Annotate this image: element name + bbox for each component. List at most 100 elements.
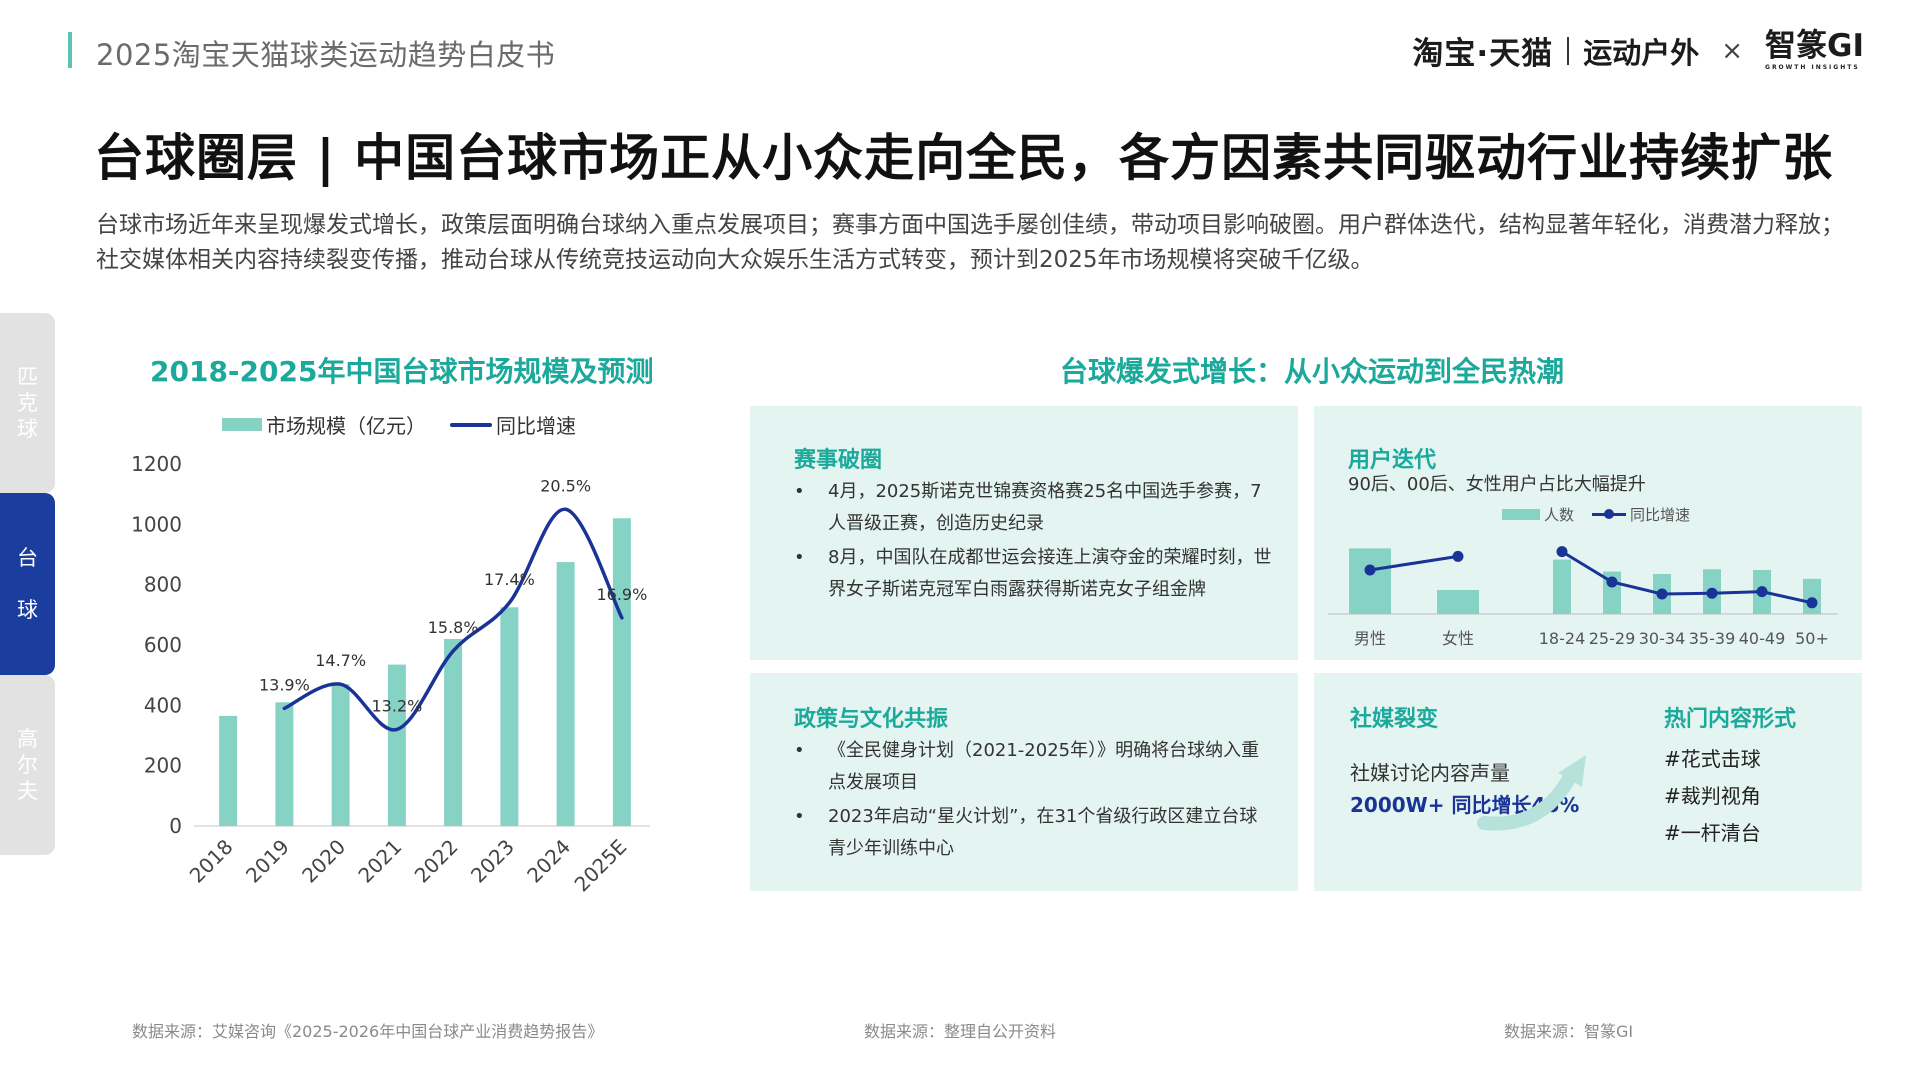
side-tab-golf[interactable]: 高 尔 夫: [0, 675, 55, 855]
x-tick-label: 2021: [353, 835, 406, 888]
user-growth-point: [1364, 564, 1376, 576]
hot-tag: #花式击球: [1664, 747, 1761, 771]
user-growth-point: [1606, 576, 1618, 588]
y-tick-label: 200: [144, 754, 182, 778]
hot-content-title: 热门内容形式: [1664, 707, 1797, 732]
data-label-growth: 13.2%: [371, 696, 422, 715]
user-growth-line: [1369, 554, 1459, 572]
side-tab-char: 台: [17, 546, 38, 570]
x-tick-label: 女性: [1442, 629, 1474, 648]
social-panel-title: 社媒裂变: [1350, 707, 1439, 732]
legend-bar-label: 人数: [1544, 506, 1575, 524]
report-title: 2025淘宝天猫球类运动趋势白皮书: [96, 38, 556, 72]
policy-list: 《全民健身计划（2021-2025年）》明确将台球纳入重点发展项目 2023年启…: [794, 735, 1274, 867]
side-tab-char: 夫: [17, 779, 38, 803]
side-tab-char: 球: [17, 417, 38, 441]
users-chart-legend: 人数 同比增速: [1502, 504, 1690, 525]
list-item: 《全民健身计划（2021-2025年）》明确将台球纳入重点发展项目: [794, 735, 1274, 799]
legend-bar-swatch: [1502, 509, 1540, 520]
market-chart-legend: 市场规模（亿元） 同比增速: [222, 410, 576, 439]
bar-market-size: [612, 518, 631, 826]
partner-logo-subtext: GROWTH INSIGHTS: [1765, 64, 1860, 71]
legend-line-label: 同比增速: [1630, 506, 1691, 524]
bar-market-size: [387, 664, 406, 826]
partner-logo: 智篆GI GROWTH INSIGHTS: [1765, 30, 1864, 71]
x-tick-label: 35-39: [1689, 629, 1736, 648]
bar-market-size: [500, 607, 519, 826]
growth-arrow-icon: [1477, 755, 1586, 831]
side-tab-pickleball[interactable]: 匹 克 球: [0, 313, 55, 493]
x-tick-label: 2023: [466, 835, 519, 888]
hot-tag: #一杆清台: [1664, 821, 1761, 845]
user-growth-point: [1452, 550, 1464, 562]
y-tick-label: 1000: [131, 512, 182, 536]
bar-user-count: [1553, 559, 1571, 614]
partner-logo-text: 智篆GI: [1765, 28, 1864, 64]
x-tick-label: 18-24: [1539, 629, 1586, 648]
x-tick-label: 50+: [1795, 629, 1829, 648]
growth-section-title: 台球爆发式增长：从小众运动到全民热潮: [1060, 355, 1565, 388]
source-note: 数据来源：艾媒咨询《2025-2026年中国台球产业消费趋势报告》: [132, 1022, 604, 1041]
social-buzz-label: 社媒讨论内容声量: [1350, 761, 1510, 785]
list-item: 2023年启动“星火计划”，在31个省级行政区建立台球青少年训练中心: [794, 801, 1274, 865]
events-panel: 赛事破圈 4月，2025斯诺克世锦赛资格赛25名中国选手参赛，7人晋级正赛，创造…: [750, 406, 1298, 660]
user-growth-point: [1756, 586, 1768, 598]
policy-panel-title: 政策与文化共振: [794, 707, 949, 732]
source-note: 数据来源：智篆GI: [1504, 1022, 1634, 1041]
policy-panel: 政策与文化共振 《全民健身计划（2021-2025年）》明确将台球纳入重点发展项…: [750, 673, 1298, 891]
list-item: 4月，2025斯诺克世锦赛资格赛25名中国选手参赛，7人晋级正赛，创造历史纪录: [794, 476, 1274, 540]
x-tick-label: 40-49: [1739, 629, 1786, 648]
sport-side-tabs: 匹 克 球 台 球 高 尔 夫: [0, 313, 55, 855]
y-tick-label: 600: [144, 633, 182, 657]
brand-taobao-tmall: 淘宝·天猫: [1412, 36, 1554, 72]
y-tick-label: 1200: [131, 452, 182, 476]
data-label-growth: 15.8%: [428, 618, 479, 637]
side-tab-char: 高: [17, 727, 38, 751]
side-tab-billiards[interactable]: 台 球: [0, 493, 55, 675]
side-tab-char: 匹: [17, 365, 38, 389]
x-tick-label: 男性: [1354, 629, 1386, 648]
events-panel-title: 赛事破圈: [794, 448, 883, 473]
list-item: 8月，中国队在成都世运会接连上演夺金的荣耀时刻，世界女子斯诺克冠军白雨露获得斯诺…: [794, 542, 1274, 606]
data-label-growth: 13.9%: [259, 675, 310, 694]
users-panel-title: 用户迭代: [1348, 448, 1437, 473]
y-tick-label: 800: [144, 573, 182, 597]
bar-user-count: [1349, 548, 1391, 614]
header-accent-bar: [68, 32, 72, 68]
data-label-growth: 20.5%: [540, 476, 591, 495]
page-title: 台球圈层 | 中国台球市场正从小众走向全民，各方因素共同驱动行业持续扩张: [94, 129, 1834, 187]
user-growth-point: [1556, 546, 1568, 558]
side-tab-char: 克: [17, 391, 38, 415]
y-tick-label: 0: [169, 814, 182, 838]
legend-line-label: 同比增速: [496, 414, 576, 438]
market-chart-title: 2018-2025年中国台球市场规模及预测: [150, 355, 654, 388]
hot-content-list: #花式击球 #裁判视角 #一杆清台: [1664, 741, 1761, 852]
bar-market-size: [556, 562, 575, 826]
bar-user-count: [1803, 578, 1821, 614]
users-panel-subtitle: 90后、00后、女性用户占比大幅提升: [1348, 474, 1646, 495]
summary-paragraph: 台球市场近年来呈现爆发式增长，政策层面明确台球纳入重点发展项目；赛事方面中国选手…: [96, 212, 1844, 273]
x-tick-label: 2019: [241, 835, 294, 888]
user-growth-point: [1806, 597, 1818, 609]
brand-lockup: 淘宝·天猫 运动户外 × 智篆GI GROWTH INSIGHTS: [1412, 28, 1864, 73]
bar-market-size: [331, 684, 350, 826]
x-tick-label: 2024: [522, 835, 575, 888]
hot-tag: #裁判视角: [1664, 784, 1761, 808]
y-tick-label: 400: [144, 693, 182, 717]
data-label-growth: 17.4%: [484, 570, 535, 589]
data-label-growth: 16.9%: [596, 585, 647, 604]
brand-divider: [1567, 36, 1570, 65]
bar-user-count: [1437, 590, 1479, 614]
bar-market-size: [219, 715, 238, 826]
x-tick-label: 30-34: [1639, 629, 1686, 648]
brand-sports-outdoor: 运动户外: [1583, 35, 1700, 70]
x-tick-label: 2025E: [570, 835, 632, 897]
bar-market-size: [444, 638, 463, 826]
legend-line-swatch: [450, 422, 492, 427]
x-tick-label: 2018: [185, 835, 238, 888]
events-list: 4月，2025斯诺克世锦赛资格赛25名中国选手参赛，7人晋级正赛，创造历史纪录 …: [794, 476, 1274, 608]
user-demographics-chart: 男性 女性 18-24 25-29 30-34 35-39 40-49 50+: [1328, 546, 1838, 648]
source-note: 数据来源：整理自公开资料: [864, 1022, 1057, 1041]
user-growth-line: [1561, 550, 1813, 605]
